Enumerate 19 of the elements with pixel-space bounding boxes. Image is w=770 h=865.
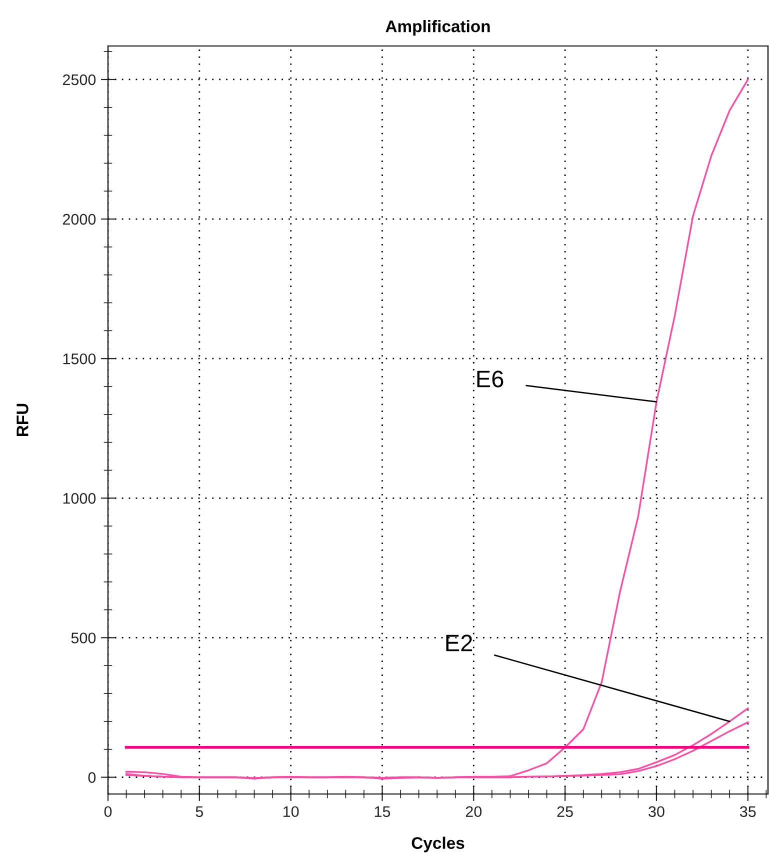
y-tick-label: 0 bbox=[88, 772, 96, 783]
annotation: E2 bbox=[446, 634, 472, 652]
x-tick-label: 5 bbox=[196, 806, 204, 818]
x-axis-title: Cycles bbox=[412, 836, 464, 852]
chart-title: Amplification bbox=[386, 20, 490, 36]
x-tick-label: 10 bbox=[283, 806, 299, 818]
x-tick-label: 15 bbox=[374, 806, 390, 818]
y-tick-label: 1000 bbox=[63, 493, 96, 504]
x-tick-label: 20 bbox=[466, 806, 482, 818]
y-tick-label: 500 bbox=[71, 632, 96, 644]
y-tick-label: 2000 bbox=[62, 214, 96, 225]
y-axis-title: RFU bbox=[16, 404, 28, 436]
x-tick-label: 30 bbox=[648, 806, 664, 818]
x-tick-label: 35 bbox=[740, 806, 756, 818]
x-tick-label: 25 bbox=[557, 806, 573, 818]
annotation: E6 bbox=[477, 370, 504, 388]
y-tick-label: 2500 bbox=[62, 74, 96, 86]
y-tick-label: 1500 bbox=[63, 353, 96, 364]
x-tick-label: 0 bbox=[104, 806, 112, 818]
